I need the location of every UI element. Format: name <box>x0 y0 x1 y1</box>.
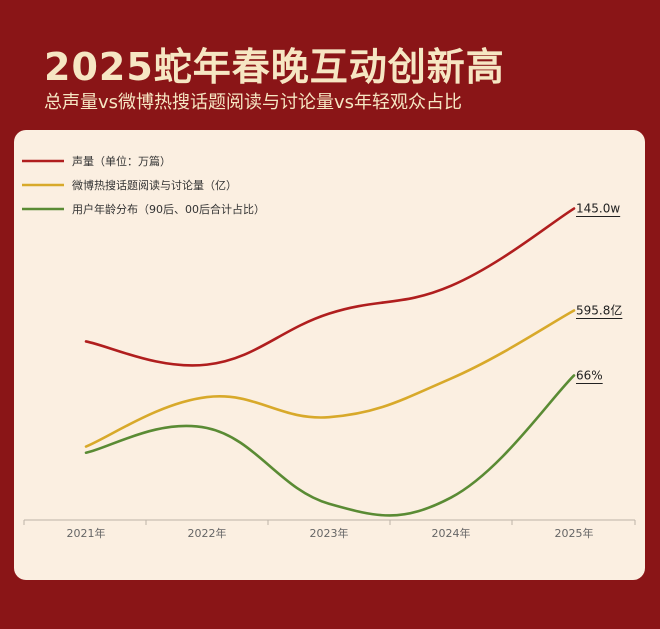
legend-label-2: 微博热搜话题阅读与讨论量（亿） <box>72 178 237 192</box>
series-line-1 <box>84 207 576 367</box>
x-tick-label-5: 2025年 <box>555 526 594 540</box>
x-tick-label-3: 2023年 <box>310 526 349 540</box>
series-line-3 <box>84 374 576 517</box>
end-label-2: 595.8亿 <box>576 303 622 318</box>
legend: 声量（单位：万篇） 微博热搜话题阅读与讨论量（亿） 用户年龄分布（90后、00后合计… <box>22 154 265 216</box>
legend-label-1: 声量（单位：万篇） <box>72 154 171 168</box>
page-subtitle: 总声量vs微博热搜话题阅读与讨论量vs年轻观众占比 <box>44 92 463 113</box>
x-tick-label-4: 2024年 <box>432 526 471 540</box>
end-label-3: 66% <box>576 368 603 382</box>
x-axis: 2021年 2022年 2023年 2024年 2025年 <box>23 519 636 540</box>
chart-card: 声量（单位：万篇） 微博热搜话题阅读与讨论量（亿） 用户年龄分布（90后、00后合计… <box>14 130 645 580</box>
x-tick-label-1: 2021年 <box>67 526 106 540</box>
series-line-2 <box>84 309 576 448</box>
series-layer <box>84 207 576 517</box>
end-labels: 145.0w 595.8亿 66% <box>576 202 623 384</box>
page-title: 2025蛇年春晚互动创新高 <box>44 45 505 89</box>
legend-label-3: 用户年龄分布（90后、00后合计占比） <box>72 202 265 216</box>
end-label-1: 145.0w <box>576 202 620 216</box>
line-chart: 声量（单位：万篇） 微博热搜话题阅读与讨论量（亿） 用户年龄分布（90后、00后合计… <box>22 154 636 540</box>
x-tick-label-2: 2022年 <box>188 526 227 540</box>
